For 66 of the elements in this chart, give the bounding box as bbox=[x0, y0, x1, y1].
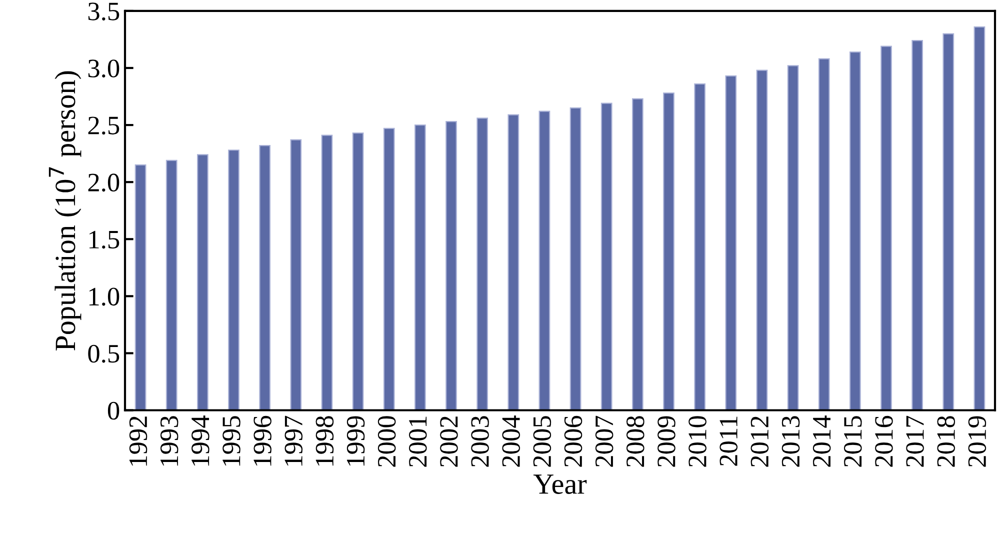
y-tick-label: 1.0 bbox=[89, 288, 120, 306]
bar bbox=[383, 128, 395, 410]
x-tick-label: 2012 bbox=[750, 416, 769, 467]
x-tick-label: 2011 bbox=[720, 416, 738, 466]
bar bbox=[632, 98, 644, 410]
x-tick-label: 2005 bbox=[533, 416, 552, 467]
bar bbox=[476, 118, 488, 410]
x-tick-label: 1994 bbox=[192, 416, 210, 466]
x-tick-label: 2004 bbox=[502, 416, 520, 467]
bar bbox=[600, 102, 612, 410]
bar bbox=[228, 150, 240, 410]
bar bbox=[663, 92, 674, 410]
y-tick-label: 0 bbox=[108, 402, 120, 420]
y-tick-label: 0.5 bbox=[88, 344, 120, 363]
bar bbox=[414, 124, 426, 410]
y-tick-label: 1.5 bbox=[89, 230, 120, 249]
bar bbox=[508, 114, 520, 410]
x-tick-label: 1998 bbox=[316, 416, 334, 466]
y-tick-label: 2.5 bbox=[88, 116, 120, 135]
x-tick-label: 1996 bbox=[254, 416, 272, 466]
y-tick-label: 3.5 bbox=[88, 2, 120, 20]
x-tick-label: 2018 bbox=[937, 416, 955, 467]
x-tick-label: 2015 bbox=[844, 416, 862, 467]
x-tick-label: 2009 bbox=[658, 416, 676, 467]
bar bbox=[849, 51, 861, 410]
x-tick-label: 2006 bbox=[564, 416, 582, 467]
x-tick-label: 2016 bbox=[875, 416, 893, 467]
bar bbox=[352, 132, 364, 410]
x-tick-label: 2010 bbox=[688, 416, 706, 467]
bar bbox=[538, 110, 550, 410]
x-tick-label: 2014 bbox=[812, 416, 831, 467]
bar bbox=[974, 26, 986, 410]
bar bbox=[570, 107, 582, 410]
bar bbox=[880, 46, 892, 410]
x-tick-label: 2013 bbox=[782, 416, 800, 467]
bar bbox=[756, 70, 768, 410]
bar bbox=[942, 33, 954, 410]
x-tick-label: 2008 bbox=[626, 416, 644, 467]
x-tick-label: 1995 bbox=[222, 416, 240, 466]
x-tick-label: 2007 bbox=[595, 416, 614, 467]
bar bbox=[694, 83, 706, 410]
bar bbox=[725, 75, 737, 410]
x-tick-label: 2001 bbox=[408, 416, 427, 467]
y-axis-title: Population (10$^{7}$ person) bbox=[48, 71, 82, 350]
bar bbox=[166, 160, 178, 410]
x-tick-label: 2003 bbox=[471, 416, 489, 467]
bar bbox=[196, 154, 208, 410]
x-tick-label: 1999 bbox=[346, 416, 365, 466]
x-tick-label: 2000 bbox=[378, 416, 396, 467]
x-tick-label: 2002 bbox=[440, 416, 458, 467]
x-tick-label: 1992 bbox=[129, 416, 148, 466]
bar bbox=[259, 145, 271, 410]
bar bbox=[290, 139, 302, 410]
bar bbox=[787, 65, 799, 410]
bar bbox=[818, 58, 830, 410]
x-axis-title: Year bbox=[533, 474, 587, 494]
x-tick-label: 1997 bbox=[284, 416, 302, 466]
bar bbox=[134, 164, 146, 410]
x-tick-label: 1993 bbox=[160, 416, 178, 466]
x-tick-label: 2017 bbox=[906, 416, 924, 467]
y-tick-label: 2.0 bbox=[88, 174, 120, 192]
bar bbox=[912, 40, 924, 410]
x-tick-label: 2019 bbox=[968, 416, 986, 467]
bar bbox=[321, 134, 333, 410]
y-tick-label: 3.0 bbox=[88, 60, 120, 78]
bar bbox=[446, 121, 457, 410]
